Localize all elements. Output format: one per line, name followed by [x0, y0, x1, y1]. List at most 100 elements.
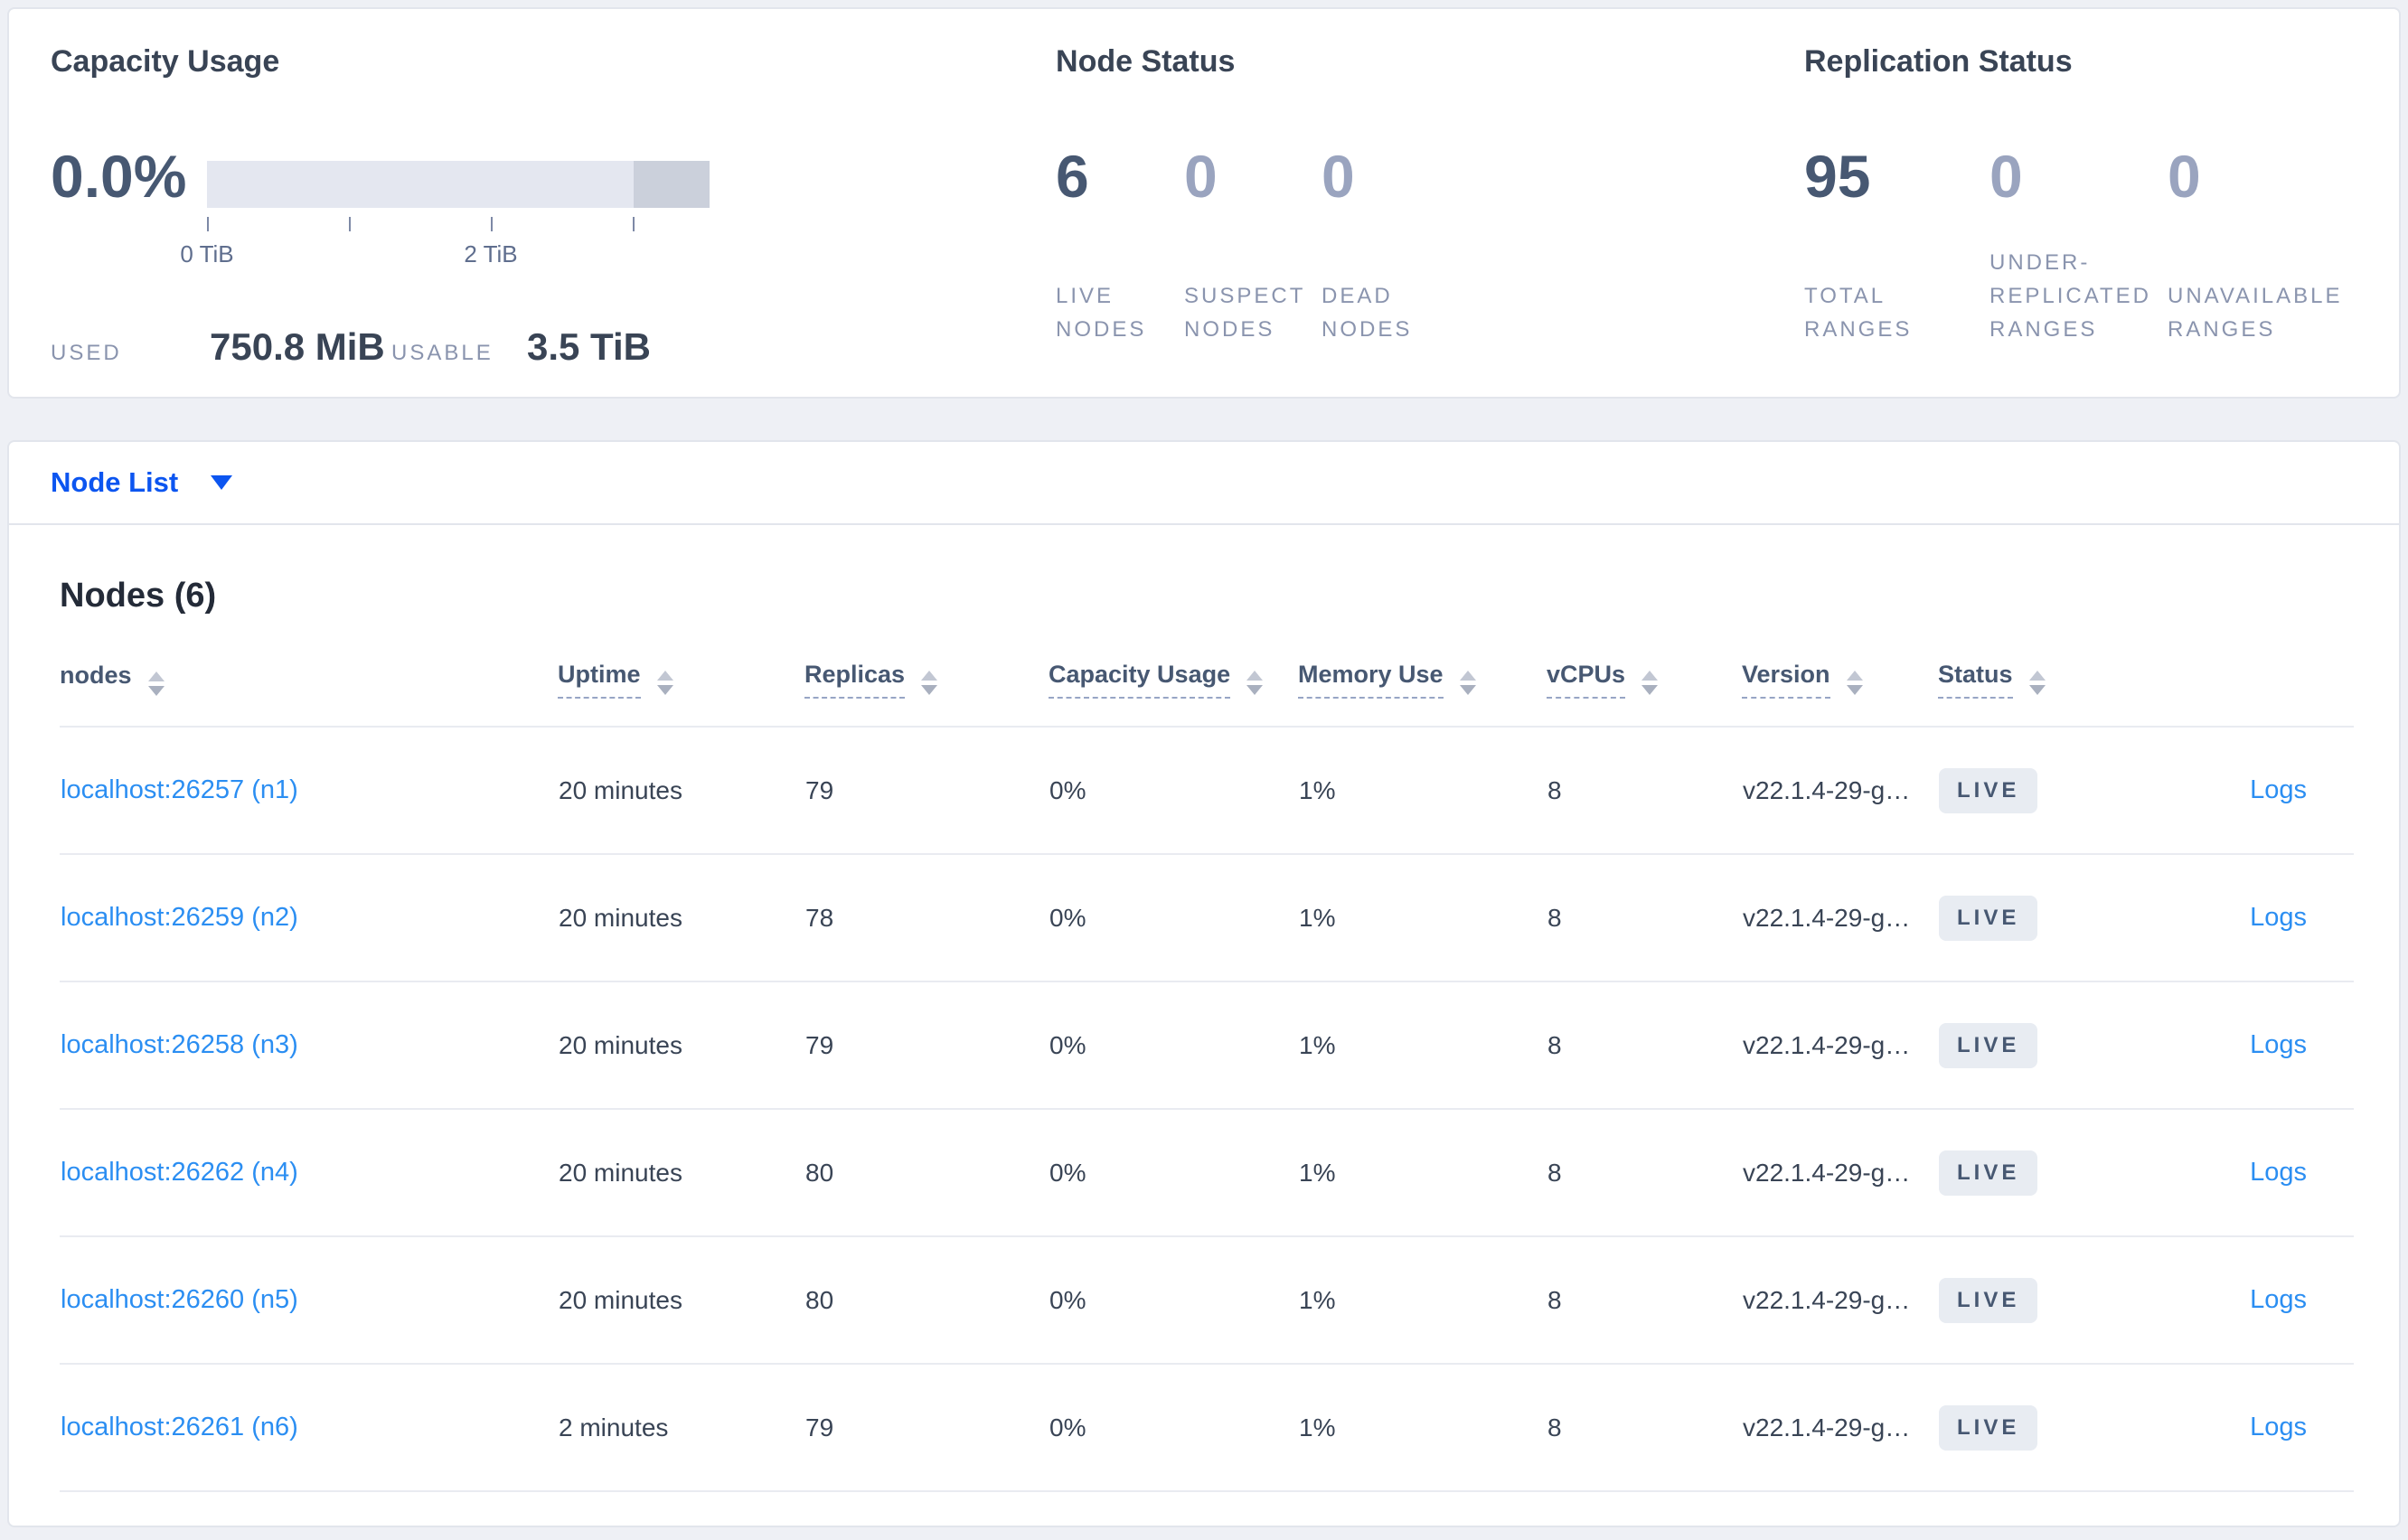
uptime-cell: 20 minutes [558, 1236, 804, 1365]
uptime-cell: 20 minutes [558, 727, 804, 855]
sort-icon[interactable] [1846, 671, 1863, 695]
replicas-cell: 79 [804, 1364, 1049, 1492]
sort-icon[interactable] [1246, 671, 1264, 695]
node-list-dropdown[interactable]: Node List [51, 466, 233, 499]
status-cell: LIVE [1938, 1364, 2133, 1492]
sort-icon[interactable] [1641, 671, 1659, 695]
status-badge: LIVE [1939, 1150, 2038, 1196]
capacity-usage-cell: 0% [1049, 1236, 1298, 1365]
axis-tick [633, 217, 635, 231]
vcpus-cell: 8 [1547, 1364, 1742, 1492]
node-status-stats: 6 LIVE NODES 0 SUSPECT NODES 0 DEAD NODE… [1056, 141, 1804, 370]
capacity-usage-cell: 0% [1049, 1364, 1298, 1492]
replicas-cell: 79 [804, 981, 1049, 1110]
logs-link[interactable]: Logs [2250, 1413, 2307, 1441]
capacity-used-summary: USED 750.8 MiB USABLE 3.5 TiB [51, 324, 1041, 370]
node-link[interactable]: localhost:26259 (n2) [61, 903, 298, 932]
status-badge: LIVE [1939, 1022, 2038, 1068]
version-cell: v22.1.4-29-g… [1742, 727, 1938, 855]
logs-link[interactable]: Logs [2250, 1030, 2307, 1059]
uptime-cell: 20 minutes [558, 981, 804, 1110]
nodes-table-body: localhost:26257 (n1) 20 minutes 79 0% 1%… [60, 727, 2354, 1492]
uptime-cell: 20 minutes [558, 854, 804, 982]
version-cell: v22.1.4-29-g… [1742, 1109, 1938, 1237]
version-cell: v22.1.4-29-g… [1742, 981, 1938, 1110]
column-header-nodes[interactable]: nodes [60, 652, 558, 728]
unavailable-ranges-value: 0 [2168, 143, 2201, 210]
table-row: localhost:26262 (n4) 20 minutes 80 0% 1%… [60, 1109, 2354, 1237]
replicas-cell: 79 [804, 727, 1049, 855]
live-nodes-value: 6 [1056, 143, 1089, 210]
logs-cell: Logs [2133, 1364, 2354, 1492]
node-link[interactable]: localhost:26262 (n4) [61, 1158, 298, 1187]
column-header-memory-use[interactable]: Memory Use [1298, 652, 1547, 728]
replication-status-stats: 95 TOTAL RANGES 0 UNDER-REPLICATED RANGE… [1804, 141, 2357, 370]
unavailable-ranges-stat: 0 UNAVAILABLE RANGES [2168, 141, 2357, 370]
status-cell: LIVE [1938, 1109, 2133, 1237]
table-row: localhost:26261 (n6) 2 minutes 79 0% 1% … [60, 1364, 2354, 1492]
axis-tick [207, 217, 209, 231]
cluster-summary-card: Capacity Usage 0.0% 0 TiB 2 TiB USED 750… [7, 7, 2401, 399]
version-cell: v22.1.4-29-g… [1742, 1364, 1938, 1492]
sort-icon[interactable] [2028, 671, 2046, 695]
status-badge: LIVE [1939, 1277, 2038, 1323]
column-header-status[interactable]: Status [1938, 652, 2133, 728]
node-link[interactable]: localhost:26260 (n5) [61, 1285, 298, 1314]
sort-icon[interactable] [147, 671, 165, 696]
capacity-usage-title: Capacity Usage [51, 44, 280, 79]
status-cell: LIVE [1938, 1236, 2133, 1365]
capacity-percent: 0.0% [51, 143, 187, 210]
vcpus-cell: 8 [1547, 981, 1742, 1110]
logs-link[interactable]: Logs [2250, 1285, 2307, 1314]
under-replicated-ranges-label: UNDER-REPLICATED RANGES [1989, 250, 2151, 342]
version-cell: v22.1.4-29-g… [1742, 854, 1938, 982]
unavailable-ranges-label: UNAVAILABLE RANGES [2168, 284, 2343, 342]
status-cell: LIVE [1938, 727, 2133, 855]
logs-cell: Logs [2133, 981, 2354, 1110]
logs-link[interactable]: Logs [2250, 903, 2307, 932]
column-header-version[interactable]: Version [1742, 652, 1938, 728]
capacity-usage-cell: 0% [1049, 981, 1298, 1110]
replication-status-title: Replication Status [1804, 44, 2073, 79]
used-value: 750.8 MiB [210, 325, 385, 368]
node-link[interactable]: localhost:26258 (n3) [61, 1030, 298, 1059]
memory-use-cell: 1% [1298, 981, 1547, 1110]
under-replicated-ranges-stat: 0 UNDER-REPLICATED RANGES [1989, 141, 2168, 370]
status-cell: LIVE [1938, 981, 2133, 1110]
column-header-vcpus[interactable]: vCPUs [1547, 652, 1742, 728]
memory-use-cell: 1% [1298, 1236, 1547, 1365]
table-row: localhost:26258 (n3) 20 minutes 79 0% 1%… [60, 981, 2354, 1110]
column-header-logs [2133, 652, 2354, 728]
uptime-cell: 2 minutes [558, 1364, 804, 1492]
column-header-replicas[interactable]: Replicas [804, 652, 1049, 728]
logs-cell: Logs [2133, 727, 2354, 855]
sort-icon[interactable] [921, 671, 938, 695]
node-status-title: Node Status [1056, 44, 1236, 79]
sort-icon[interactable] [656, 671, 673, 695]
capacity-bar-chart: 0 TiB 2 TiB [180, 141, 710, 268]
node-link[interactable]: localhost:26261 (n6) [61, 1413, 298, 1441]
memory-use-cell: 1% [1298, 1109, 1547, 1237]
status-badge: LIVE [1939, 895, 2038, 941]
logs-link[interactable]: Logs [2250, 775, 2307, 804]
logs-link[interactable]: Logs [2250, 1158, 2307, 1187]
node-link[interactable]: localhost:26257 (n1) [61, 775, 298, 804]
capacity-bar-track [207, 161, 710, 208]
node-list-dropdown-label: Node List [51, 466, 179, 498]
column-header-uptime[interactable]: Uptime [558, 652, 804, 728]
node-list-header-bar: Node List [9, 442, 2399, 525]
column-header-capacity-usage[interactable]: Capacity Usage [1049, 652, 1298, 728]
replicas-cell: 80 [804, 1236, 1049, 1365]
live-nodes-stat: 6 LIVE NODES [1056, 141, 1184, 370]
axis-tick [349, 217, 351, 231]
under-replicated-ranges-value: 0 [1989, 143, 2023, 210]
replicas-cell: 80 [804, 1109, 1049, 1237]
vcpus-cell: 8 [1547, 1236, 1742, 1365]
status-cell: LIVE [1938, 854, 2133, 982]
dead-nodes-stat: 0 DEAD NODES [1322, 141, 1475, 370]
vcpus-cell: 8 [1547, 854, 1742, 982]
replicas-cell: 78 [804, 854, 1049, 982]
sort-icon[interactable] [1459, 671, 1476, 695]
nodes-table: nodes Uptime Replicas Capacity Usage Mem… [60, 652, 2354, 1492]
vcpus-cell: 8 [1547, 1109, 1742, 1237]
